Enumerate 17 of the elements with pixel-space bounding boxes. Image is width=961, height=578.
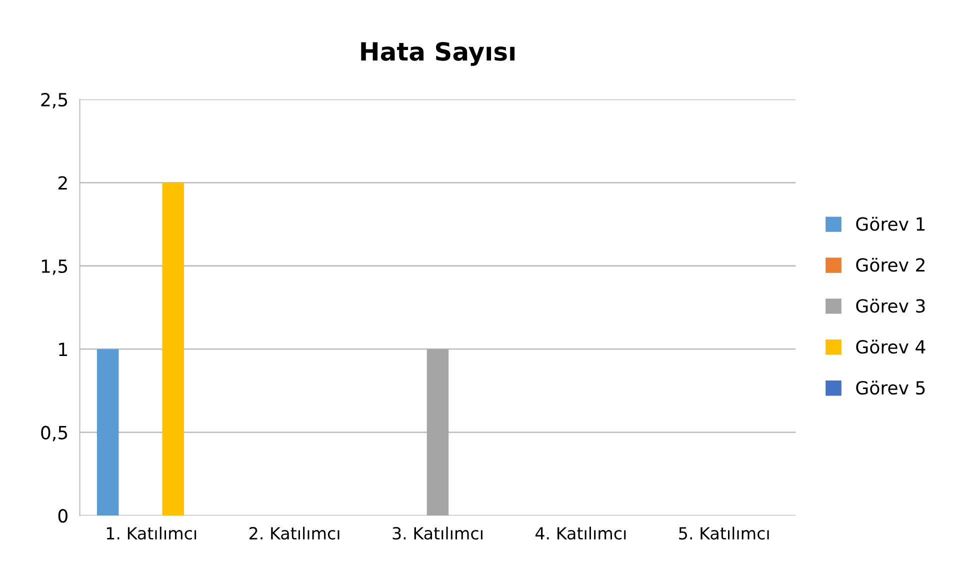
y-tick-label: 2: [58, 176, 67, 190]
y-tick-label: 1,5: [42, 260, 68, 275]
legend-label: Görev 1: [856, 216, 925, 231]
x-tick-label: 4. Katılımcı: [535, 526, 626, 540]
y-tick-label: 0: [58, 509, 68, 523]
x-tick-label: 5. Katılımcı: [679, 526, 769, 540]
x-tick-label: 2. Katılımcı: [250, 526, 340, 540]
y-tick-label: 0,5: [41, 426, 68, 442]
legend-label: Görev 4: [856, 340, 926, 354]
legend-label: Görev 5: [856, 380, 925, 395]
x-tick-label: 3. Katılımcı: [392, 526, 482, 540]
y-tick-label: 2,5: [41, 92, 68, 108]
y-tick-label: 1: [59, 342, 67, 356]
legend-label: Görev 2: [856, 258, 924, 272]
chart-title: Hata Sayısı: [361, 42, 514, 66]
legend-label: Görev 3: [856, 298, 925, 313]
x-tick-label: 1. Katılımcı: [106, 526, 196, 540]
